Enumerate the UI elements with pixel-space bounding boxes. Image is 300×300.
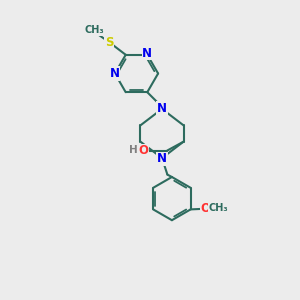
Text: S: S	[105, 36, 113, 49]
Text: N: N	[110, 67, 120, 80]
Text: H: H	[128, 145, 137, 155]
Text: CH₃: CH₃	[208, 203, 228, 213]
Text: N: N	[157, 102, 167, 115]
Text: N: N	[157, 152, 167, 165]
Text: O: O	[200, 202, 210, 215]
Text: N: N	[142, 47, 152, 60]
Text: O: O	[138, 144, 148, 157]
Text: CH₃: CH₃	[84, 25, 104, 35]
